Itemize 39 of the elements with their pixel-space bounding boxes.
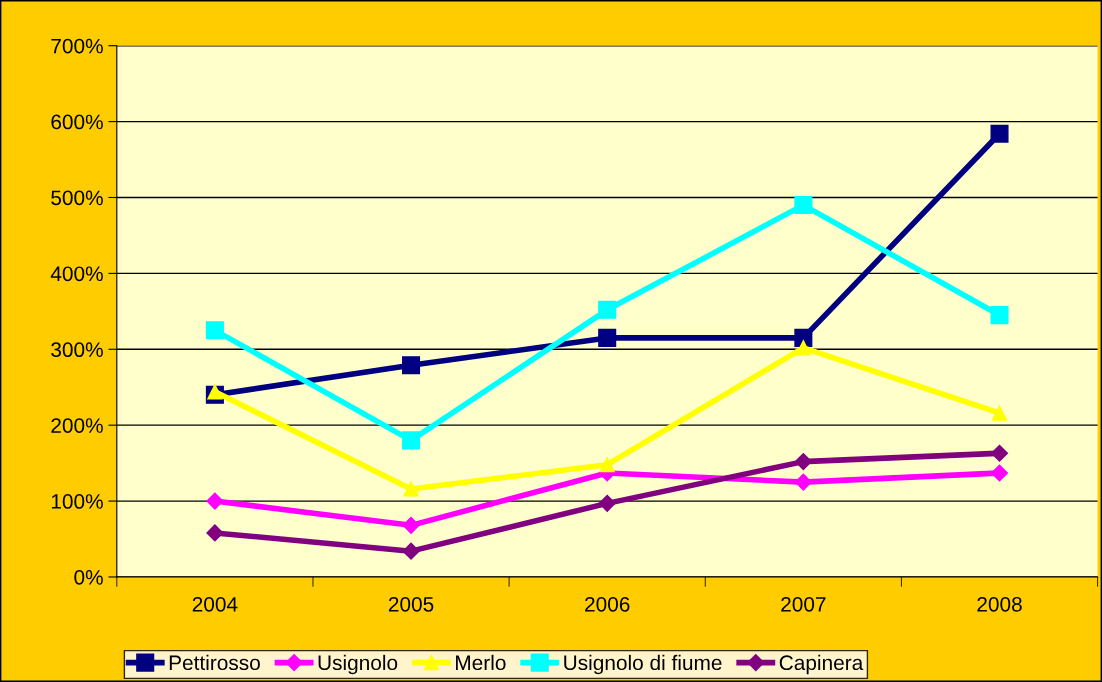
point <box>794 328 813 347</box>
legend-label: Capinera <box>779 654 864 675</box>
point <box>599 457 615 473</box>
point <box>402 431 421 450</box>
point <box>598 494 616 512</box>
legend-label: Usignolo <box>318 654 398 675</box>
point <box>402 542 420 560</box>
point <box>794 453 812 471</box>
point <box>598 328 617 347</box>
point <box>402 356 421 375</box>
y-tick-label: 0% <box>74 569 103 585</box>
point <box>402 516 420 534</box>
point <box>794 473 812 491</box>
point <box>794 196 813 215</box>
y-tick-label: 300% <box>51 342 103 358</box>
point <box>206 492 224 510</box>
point <box>991 405 1008 421</box>
y-tick-label: 500% <box>51 190 103 206</box>
x-tick-label: 2007 <box>781 596 826 612</box>
y-tick-label: 400% <box>50 266 103 282</box>
point <box>207 384 223 400</box>
point <box>795 340 811 356</box>
point <box>990 124 1009 143</box>
point <box>206 524 224 542</box>
x-tick-label: 2006 <box>585 596 630 612</box>
point <box>990 306 1009 325</box>
y-tick-label: 100% <box>51 494 103 509</box>
y-tick-label: 600% <box>51 114 103 130</box>
x-tick-label: 2008 <box>977 596 1022 612</box>
x-tick-label: 2004 <box>192 596 238 612</box>
x-tick-label: 2005 <box>388 596 434 612</box>
y-tick-label: 700% <box>51 38 103 54</box>
legend-label: Merlo <box>456 654 506 671</box>
point <box>598 300 617 319</box>
legend-label: Usignolo di fiume <box>564 654 722 675</box>
y-tick-label: 200% <box>51 418 103 433</box>
legend-label: Pettirosso <box>169 654 260 671</box>
point <box>403 481 419 497</box>
point <box>205 321 224 340</box>
